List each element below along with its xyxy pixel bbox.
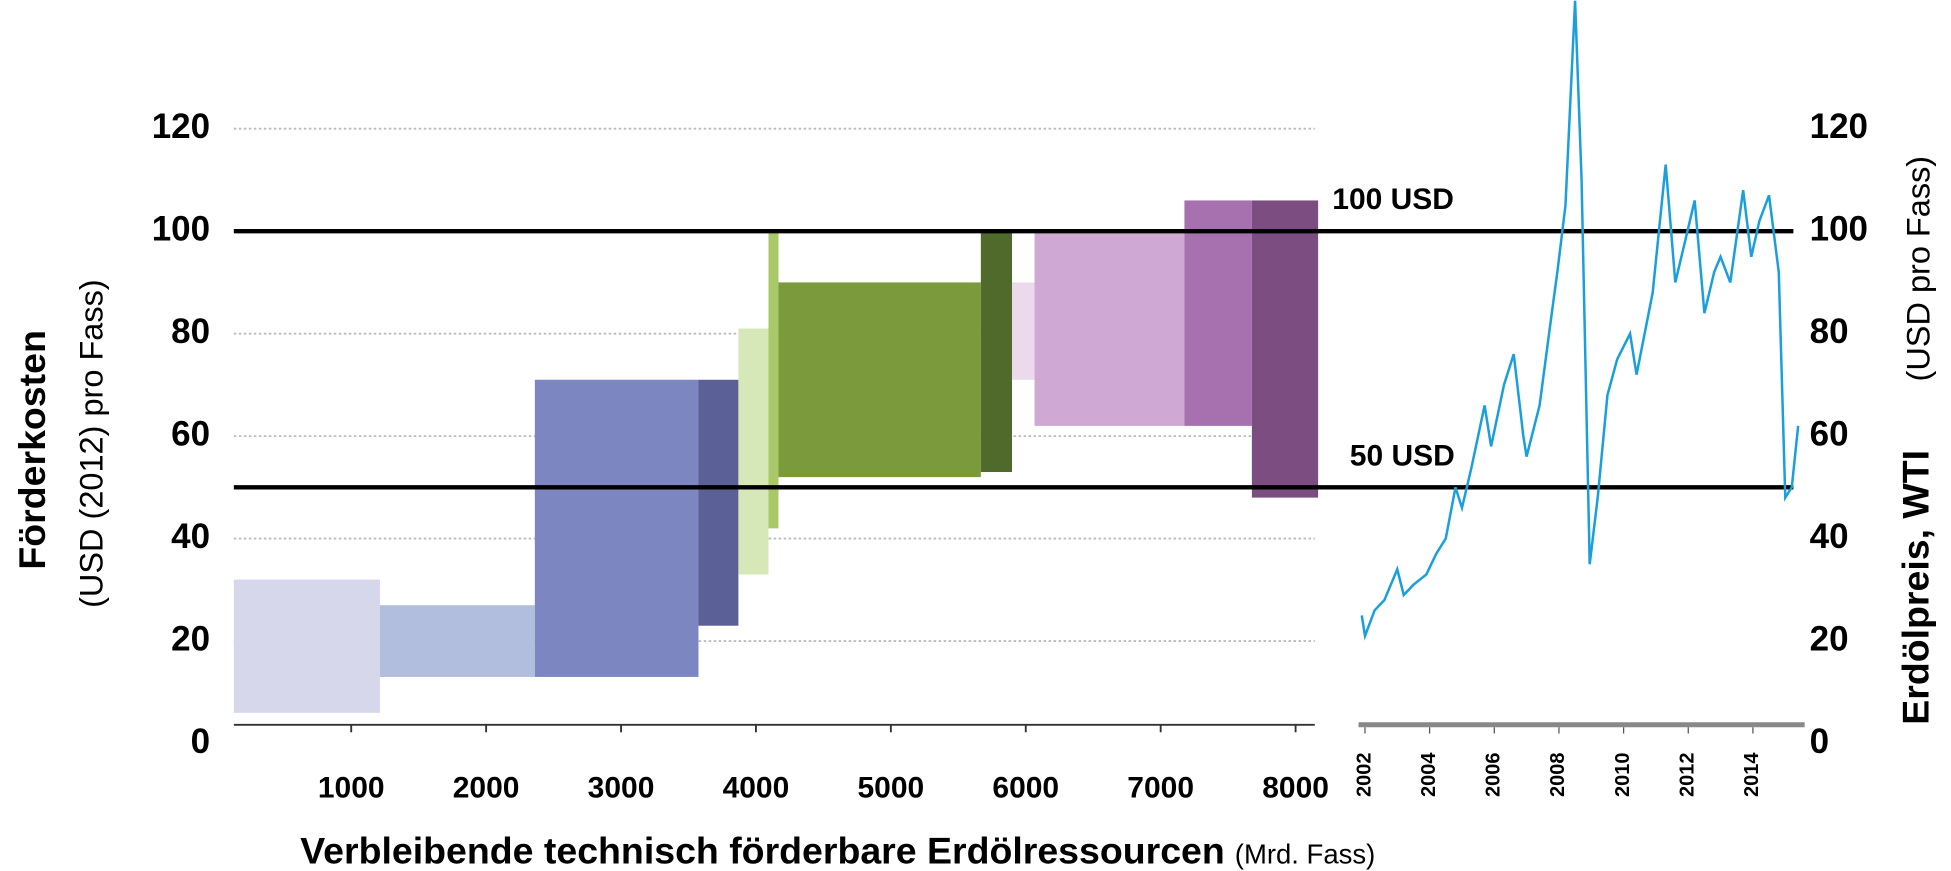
price-line: [1360, 0, 1800, 641]
x-axis-unit: (Mrd. Fass): [1235, 838, 1375, 869]
y-tick-label: 80: [171, 312, 210, 351]
y-axis-unit: (USD (2012) pro Fass): [73, 279, 109, 608]
y2-axis-unit: (USD pro Fass): [1900, 156, 1936, 382]
x-tick-label: 1000: [318, 772, 385, 805]
bar: [1251, 200, 1319, 498]
x-tick-label: 2002: [1353, 753, 1375, 797]
y2-tick-label: 40: [1810, 517, 1849, 556]
x-tick-label: 2010: [1612, 753, 1634, 797]
bar: [379, 605, 535, 677]
bar: [534, 379, 699, 677]
y-tick-label: 60: [171, 414, 210, 453]
x-tick-label: 5000: [857, 772, 924, 805]
y2-tick-label: 100: [1810, 209, 1868, 248]
y2-axis-title: Erdölpreis, WTI: [1894, 450, 1936, 725]
y-tick-label: 120: [152, 107, 210, 146]
x-tick-label: 2012: [1677, 753, 1699, 797]
bar: [738, 328, 769, 575]
x-axis-title: Verbleibende technisch förderbare Erdölr…: [300, 829, 1225, 871]
y-tick-label: 20: [171, 619, 210, 658]
bar: [698, 379, 739, 626]
bar: [768, 231, 779, 529]
y-tick-label: 40: [171, 517, 210, 556]
x-tick-label: 2000: [453, 772, 520, 805]
y2-tick-label: 0: [1810, 722, 1829, 761]
x-tick-label: 2014: [1741, 753, 1763, 797]
y-tick-label: 100: [152, 209, 210, 248]
x-tick-label: 2004: [1418, 753, 1440, 797]
x-tick-label: 4000: [723, 772, 790, 805]
y2-tick-label: 80: [1810, 312, 1849, 351]
x-tick-label: 6000: [992, 772, 1059, 805]
bar: [1012, 282, 1035, 380]
x-tick-label: 7000: [1127, 772, 1194, 805]
x-tick-label: 2006: [1483, 753, 1505, 797]
y2-tick-label: 20: [1810, 619, 1849, 658]
bar: [233, 579, 380, 713]
x-tick-label: 3000: [588, 772, 655, 805]
y-tick-label: 0: [191, 722, 210, 761]
x-tick-label: 2008: [1547, 753, 1569, 797]
bar: [980, 231, 1013, 472]
y2-tick-label: 60: [1810, 414, 1849, 453]
y2-tick-label: 120: [1810, 107, 1868, 146]
reference-label: 100 USD: [1332, 183, 1454, 216]
bar: [1034, 231, 1185, 426]
reference-label: 50 USD: [1350, 439, 1455, 472]
bar: [1184, 200, 1252, 426]
x-tick-label: 8000: [1262, 772, 1329, 805]
y-axis-title: Förderkosten: [11, 330, 53, 569]
bar: [778, 282, 981, 478]
